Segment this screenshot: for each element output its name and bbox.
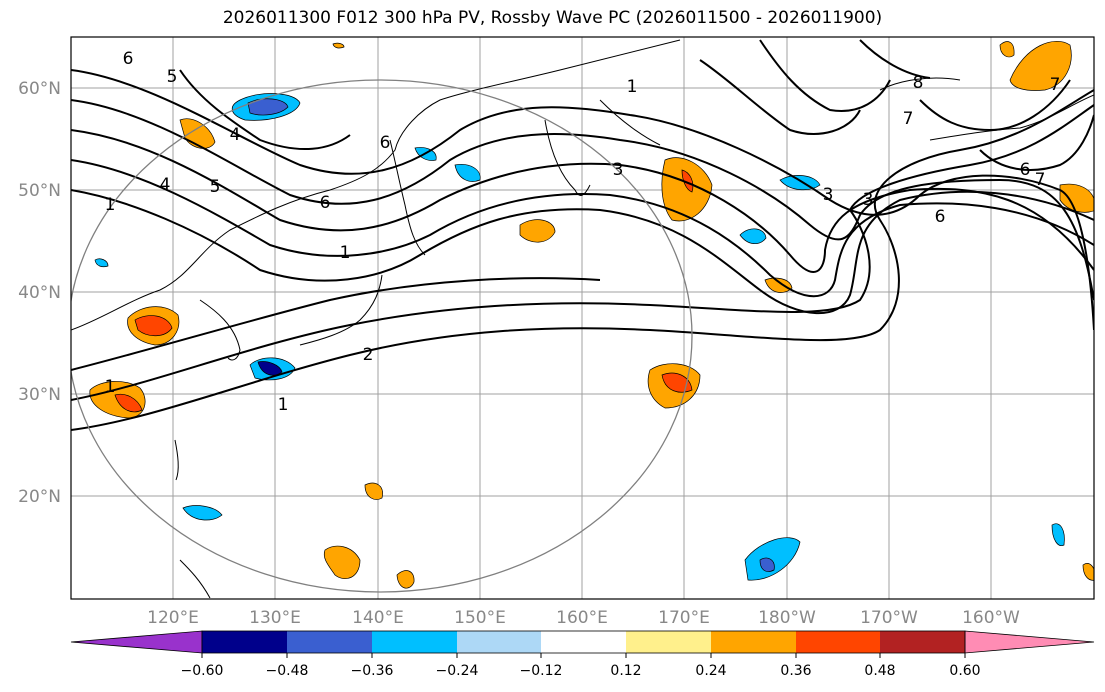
lon-label: 180°W xyxy=(758,608,816,628)
contour-label: 6 xyxy=(123,49,134,69)
contour-label: 4 xyxy=(230,125,241,145)
lon-label: 150°E xyxy=(454,608,506,628)
lon-label: 140°E xyxy=(352,608,404,628)
colorbar-label: −0.36 xyxy=(351,663,394,679)
lat-label: 60°N xyxy=(18,79,61,99)
colorbar-swatch xyxy=(202,631,287,653)
contour-label: 1 xyxy=(278,395,289,415)
colorbar-label: 0.36 xyxy=(780,663,811,679)
colorbar-label: 0.60 xyxy=(949,663,980,679)
contour-label: 3 xyxy=(863,190,874,210)
domain-circle xyxy=(71,79,693,593)
colorbar-swatch xyxy=(287,631,372,653)
lat-label: 40°N xyxy=(18,283,61,303)
colorbar-swatch xyxy=(796,631,880,653)
contour-label: 1 xyxy=(340,243,351,263)
colorbar-label: 0.12 xyxy=(610,663,641,679)
colorbar-label: −0.60 xyxy=(181,663,224,679)
colorbar-swatch xyxy=(372,631,457,653)
contour-label: 5 xyxy=(210,177,221,197)
colorbar-label: 0.48 xyxy=(864,663,895,679)
coastlines xyxy=(71,39,1094,599)
contour-label: 7 xyxy=(903,109,914,129)
lon-label: 160°W xyxy=(962,608,1020,628)
map-frame xyxy=(70,36,1095,600)
colorbar-label: 0.24 xyxy=(695,663,726,679)
contour-label: 5 xyxy=(167,67,178,87)
lat-label: 20°N xyxy=(18,487,61,507)
contour-label: 3 xyxy=(613,160,624,180)
colorbar-label: −0.12 xyxy=(520,663,563,679)
contour-label: 6 xyxy=(320,193,331,213)
lon-label: 130°E xyxy=(249,608,301,628)
contour-label: 1 xyxy=(105,377,116,397)
contour-label: 7 xyxy=(1035,170,1046,190)
colorbar-label: −0.48 xyxy=(266,663,309,679)
colorbar: −0.60 −0.48 −0.36 −0.24 −0.12 0.12 0.24 … xyxy=(70,630,1095,679)
lat-label: 50°N xyxy=(18,181,61,201)
colorbar-swatch xyxy=(626,631,711,653)
pv-anomaly-patches xyxy=(89,41,1094,589)
contour-label: 1 xyxy=(627,77,638,97)
colorbar-ticks xyxy=(201,653,966,658)
lon-label: 120°E xyxy=(147,608,199,628)
gridlines xyxy=(71,37,1094,599)
longitude-labels: 120°E 130°E 140°E 150°E 160°E 170°E 180°… xyxy=(147,608,1020,628)
colorbar-swatch xyxy=(711,631,796,653)
contour-label: 6 xyxy=(935,207,946,227)
contour-label: 3 xyxy=(823,185,834,205)
lon-label: 170°E xyxy=(658,608,710,628)
lon-label: 170°W xyxy=(860,608,918,628)
contour-label: 8 xyxy=(913,73,924,93)
colorbar-extend-low xyxy=(70,630,203,654)
colorbar-extend-high xyxy=(964,630,1095,654)
contour-label: 4 xyxy=(160,175,171,195)
colorbar-swatch xyxy=(541,631,626,653)
lon-label: 160°E xyxy=(556,608,608,628)
lat-label: 30°N xyxy=(18,385,61,405)
pv-contours xyxy=(71,39,1094,431)
map-title: 2026011300 F012 300 hPa PV, Rossby Wave … xyxy=(222,8,883,28)
contour-labels: 6 5 4 1 4 5 6 1 6 1 3 3 3 6 7 8 7 6 7 2 … xyxy=(105,49,1061,415)
contour-label: 7 xyxy=(1050,75,1061,95)
contour-label: 6 xyxy=(1020,160,1031,180)
colorbar-swatch xyxy=(457,631,541,653)
colorbar-swatch xyxy=(880,631,965,653)
latitude-labels: 60°N 50°N 40°N 30°N 20°N xyxy=(18,79,61,507)
contour-label: 2 xyxy=(363,345,374,365)
colorbar-outline xyxy=(201,630,966,654)
colorbar-label: −0.24 xyxy=(436,663,479,679)
contour-label: 1 xyxy=(105,195,116,215)
contour-label: 6 xyxy=(380,133,391,153)
